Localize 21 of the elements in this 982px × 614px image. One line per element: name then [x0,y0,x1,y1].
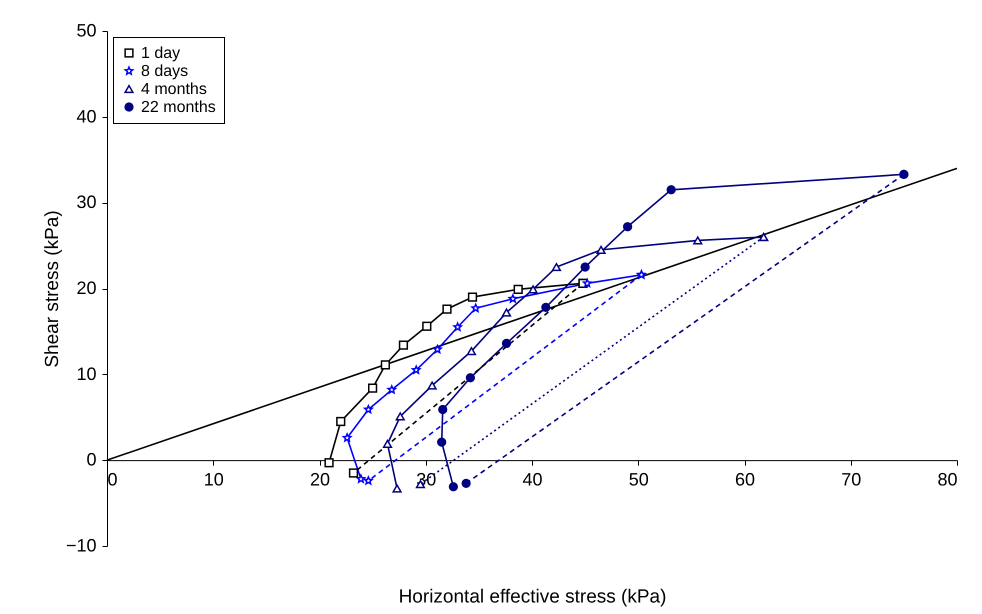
x-tick-label: 20 [310,470,330,490]
y-tick-label: 40 [76,106,96,126]
legend-label: 4 months [141,81,207,98]
legend-label: 8 days [141,63,188,80]
y-tick-label: 20 [76,278,96,298]
y-axis-title: Shear stress (kPa) [42,210,63,368]
legend-label: 22 months [141,99,216,116]
x-tick-label: 40 [522,470,543,490]
x-tick-label: 50 [628,470,649,490]
y-tick-label: 30 [76,192,96,212]
x-tick-label: 60 [734,470,756,490]
x-tick-label: 70 [841,470,862,490]
y-tick-label: 50 [76,20,96,40]
legend-label: 1 day [141,45,180,62]
x-tick-label: 10 [204,470,224,490]
y-tick-label: 10 [76,364,96,384]
x-tick-label: 80 [937,470,958,490]
y-tick-label: 0 [86,450,96,470]
y-tick-label: −10 [66,536,96,556]
x-axis-title: Horizontal effective stress (kPa) [398,586,666,608]
x-tick-label: 0 [108,470,118,490]
